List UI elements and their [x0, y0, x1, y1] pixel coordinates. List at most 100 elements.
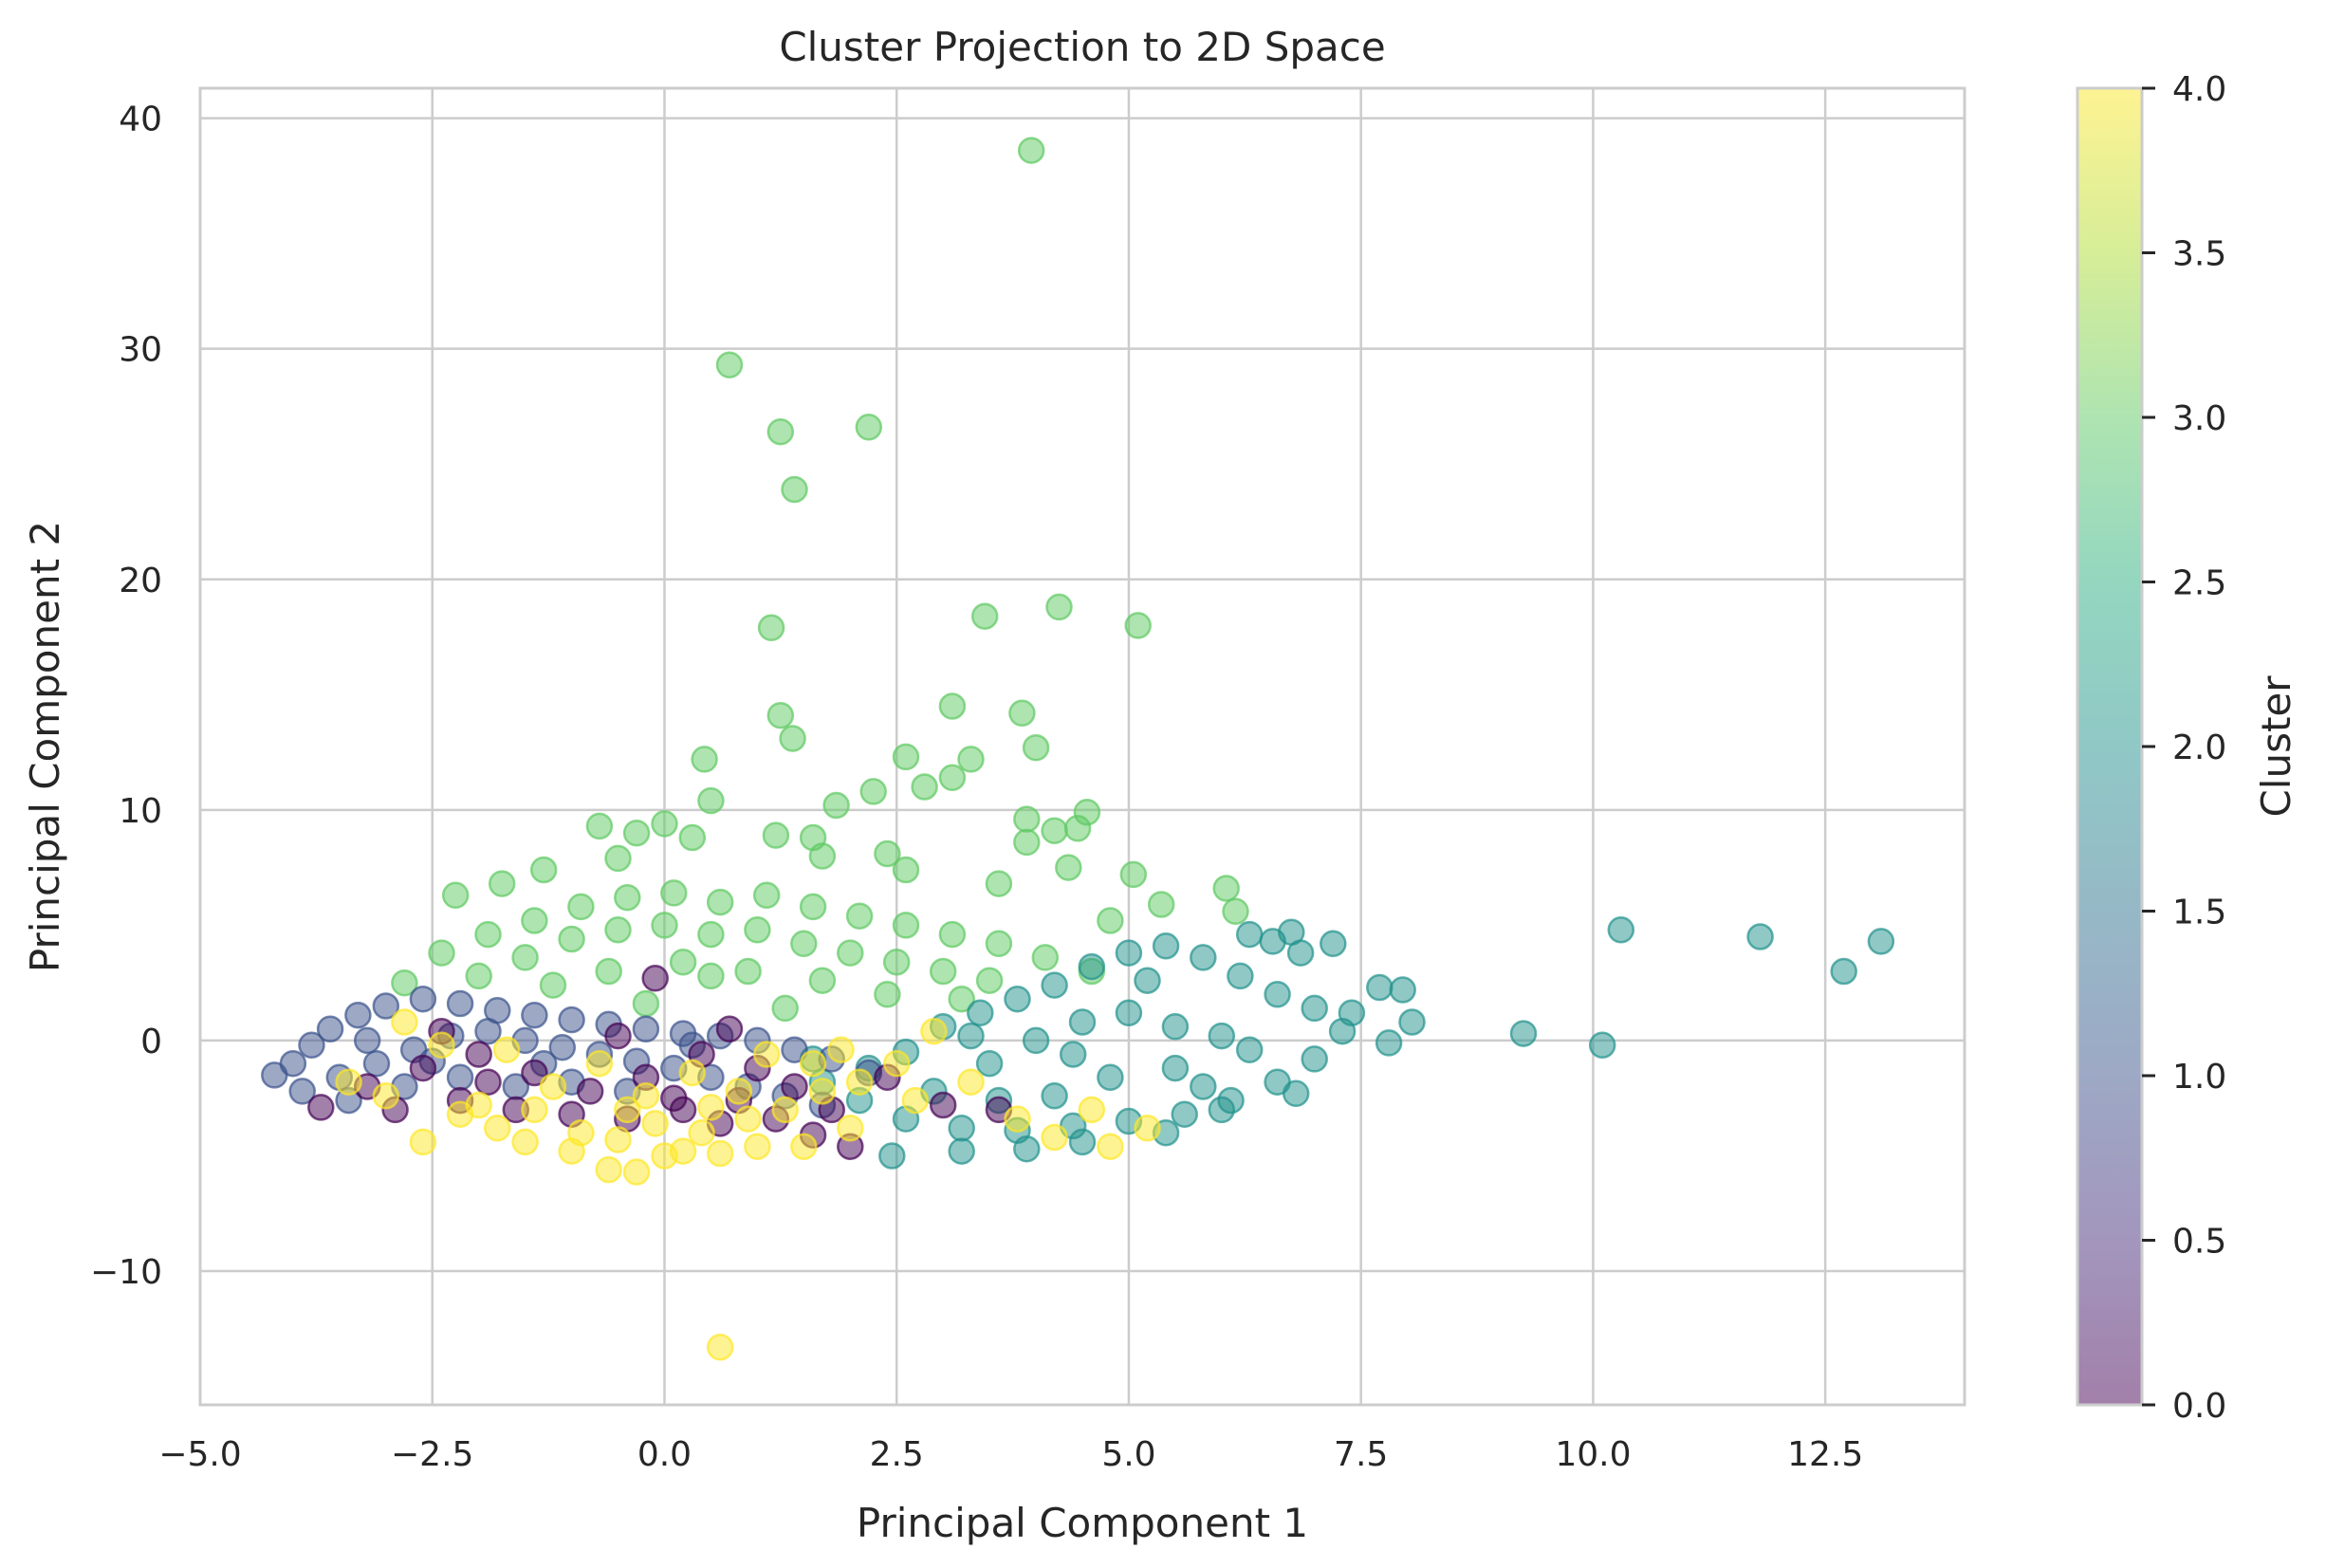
data-point-cluster-1: [298, 1031, 325, 1060]
data-point-cluster-3: [660, 879, 688, 907]
data-point-cluster-3: [845, 902, 874, 930]
data-point-cluster-4: [465, 1091, 492, 1119]
data-point-cluster-3: [521, 907, 548, 934]
data-point-cluster-2: [1235, 920, 1264, 949]
data-point-cluster-3: [1063, 815, 1092, 842]
data-point-cluster-2: [1078, 952, 1106, 981]
data-point-cluster-4: [604, 1126, 632, 1153]
data-point-cluster-1: [632, 1015, 660, 1043]
data-points: [261, 137, 1895, 1361]
data-point-cluster-4: [837, 1115, 864, 1142]
data-point-cluster-3: [539, 971, 567, 999]
data-point-cluster-3: [678, 823, 707, 852]
data-point-cluster-3: [757, 614, 785, 642]
data-point-cluster-2: [1152, 932, 1180, 960]
data-point-cluster-4: [428, 1031, 455, 1060]
data-point-cluster-3: [691, 746, 718, 773]
data-point-cluster-3: [892, 912, 920, 939]
data-point-cluster-2: [1830, 957, 1857, 986]
data-point-cluster-3: [706, 888, 734, 916]
data-point-cluster-3: [488, 870, 516, 897]
data-point-cluster-3: [1041, 817, 1068, 844]
data-point-cluster-4: [409, 1128, 437, 1156]
data-point-cluster-3: [1222, 897, 1249, 926]
data-point-cluster-2: [1171, 1100, 1198, 1128]
data-point-cluster-3: [1017, 137, 1045, 164]
data-point-cluster-4: [771, 1096, 799, 1124]
colorbar-tick-label: 2.5: [2172, 564, 2226, 603]
data-point-cluster-4: [614, 1096, 641, 1124]
data-point-cluster-3: [948, 985, 975, 1013]
data-point-cluster-4: [585, 1049, 614, 1078]
data-point-cluster-4: [641, 1110, 669, 1137]
data-point-cluster-3: [892, 856, 920, 884]
data-point-cluster-3: [938, 920, 967, 949]
colorbar-tick-label: 3.5: [2172, 235, 2226, 274]
data-point-cluster-4: [521, 1096, 548, 1124]
data-point-cluster-0: [781, 1073, 808, 1100]
colorbar-tick-label: 2.0: [2172, 729, 2226, 767]
data-point-cluster-4: [688, 1118, 715, 1147]
data-point-cluster-3: [744, 916, 771, 944]
data-point-cluster-3: [715, 351, 744, 378]
x-tick-label: −5.0: [158, 1435, 241, 1474]
data-point-cluster-2: [1375, 1029, 1403, 1057]
data-point-cluster-1: [474, 1017, 502, 1045]
colorbar-gradient: [2077, 88, 2142, 1405]
colorbar-tick-label: 0.5: [2172, 1223, 2226, 1262]
x-axis-ticks: −5.0 −2.5 0.0 2.5 5.0 7.5 10.0 12.5: [158, 1435, 1863, 1474]
data-point-cluster-4: [539, 1073, 567, 1100]
data-point-cluster-2: [1004, 985, 1031, 1013]
data-point-cluster-3: [874, 839, 901, 868]
data-point-cluster-0: [576, 1078, 604, 1105]
data-point-cluster-2: [1068, 1008, 1097, 1036]
plot-frame: [198, 86, 1966, 1407]
data-point-cluster-4: [706, 1333, 734, 1361]
data-point-cluster-2: [1301, 1045, 1328, 1073]
data-point-cluster-3: [874, 981, 901, 1008]
data-point-cluster-1: [372, 992, 400, 1020]
data-point-cluster-2: [1041, 971, 1068, 999]
colorbar-tick-label: 1.0: [2172, 1058, 2226, 1097]
x-tick-label: 2.5: [870, 1435, 924, 1474]
data-point-cluster-3: [859, 778, 887, 805]
data-point-cluster-2: [1366, 973, 1394, 1002]
data-point-cluster-3: [766, 417, 795, 446]
data-point-cluster-2: [948, 1137, 975, 1165]
data-point-cluster-4: [484, 1115, 511, 1142]
data-point-cluster-3: [567, 893, 595, 921]
data-point-cluster-4: [1078, 1096, 1106, 1124]
data-point-cluster-3: [985, 870, 1013, 897]
data-point-cluster-2: [878, 1142, 906, 1170]
data-point-cluster-4: [567, 1118, 595, 1147]
y-axis-ticks: −10 0 10 20 30 40: [90, 101, 162, 1292]
data-point-cluster-2: [1161, 1054, 1190, 1082]
data-point-cluster-2: [1208, 1022, 1236, 1050]
y-tick-label: 30: [119, 331, 162, 370]
data-point-cluster-0: [641, 965, 669, 992]
data-point-cluster-4: [697, 1094, 725, 1121]
data-point-cluster-1: [362, 1049, 391, 1078]
data-point-cluster-2: [1398, 1008, 1426, 1036]
data-point-cluster-3: [1055, 854, 1082, 881]
data-point-cluster-2: [1115, 999, 1143, 1027]
data-point-cluster-3: [822, 791, 850, 820]
data-point-cluster-1: [409, 985, 437, 1013]
x-tick-label: 5.0: [1101, 1435, 1155, 1474]
data-point-cluster-1: [446, 1063, 474, 1092]
data-point-cluster-2: [1867, 928, 1895, 955]
data-point-cluster-2: [1059, 1041, 1087, 1068]
data-point-cluster-3: [391, 968, 418, 997]
data-point-cluster-2: [1115, 939, 1143, 967]
data-point-cluster-3: [970, 602, 999, 630]
data-point-cluster-0: [521, 1059, 548, 1087]
x-tick-label: 7.5: [1334, 1435, 1388, 1474]
data-point-cluster-4: [901, 1086, 930, 1115]
data-point-cluster-3: [790, 930, 818, 958]
data-point-cluster-3: [766, 701, 795, 729]
data-point-cluster-1: [316, 1015, 344, 1043]
data-point-cluster-4: [1041, 1123, 1068, 1152]
data-point-cluster-4: [595, 1155, 622, 1184]
data-point-cluster-3: [697, 786, 725, 815]
